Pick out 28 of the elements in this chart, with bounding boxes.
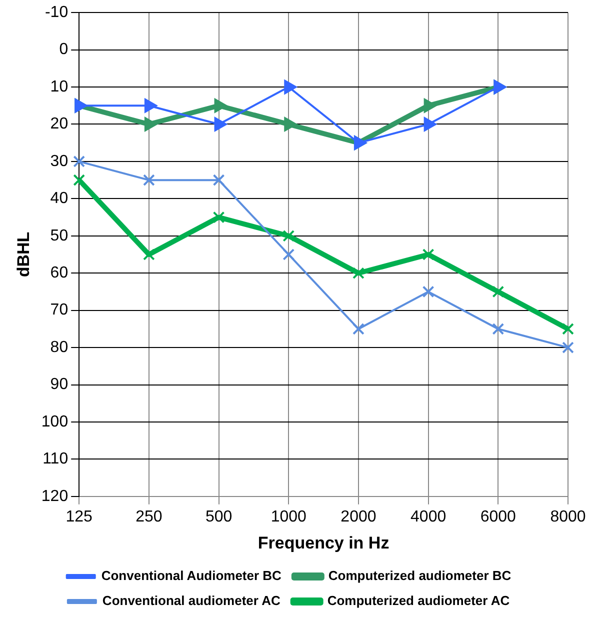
x-tick-label: 2000	[340, 508, 376, 526]
y-tick-label: 0	[59, 41, 68, 58]
y-tick-label: -10	[44, 4, 68, 22]
x-axis-title: Frequency in Hz	[258, 533, 390, 552]
y-tick-label: 30	[50, 152, 68, 170]
y-tick-label: 90	[50, 376, 68, 394]
x-tick-label: 500	[205, 508, 232, 526]
y-tick-label: 50	[50, 227, 68, 244]
legend-label: Computerized audiometer AC	[327, 593, 510, 608]
y-tick-label: 10	[50, 78, 68, 96]
y-tick-label: 70	[50, 302, 68, 319]
x-tick-label: 4000	[410, 508, 446, 526]
y-tick-label: 60	[50, 264, 68, 282]
legend-label: Conventional audiometer AC	[102, 593, 281, 608]
y-tick-label: 120	[41, 488, 68, 505]
legend-label: Conventional Audiometer BC	[101, 568, 282, 584]
x-tick-label: 1000	[270, 508, 307, 526]
y-tick-label: 80	[50, 338, 68, 356]
y-tick-label: 20	[50, 116, 68, 133]
y-tick-label: 100	[41, 413, 68, 430]
x-tick-label: 6000	[480, 508, 516, 526]
x-tick-label: 250	[136, 508, 162, 526]
legend-label: Computerized audiometer BC	[328, 568, 512, 584]
y-tick-label: 110	[42, 450, 68, 468]
x-tick-label: 8000	[550, 508, 586, 526]
y-axis-title: dBHL	[14, 232, 33, 278]
y-tick-label: 40	[50, 190, 68, 208]
x-tick-label: 125	[66, 508, 93, 526]
